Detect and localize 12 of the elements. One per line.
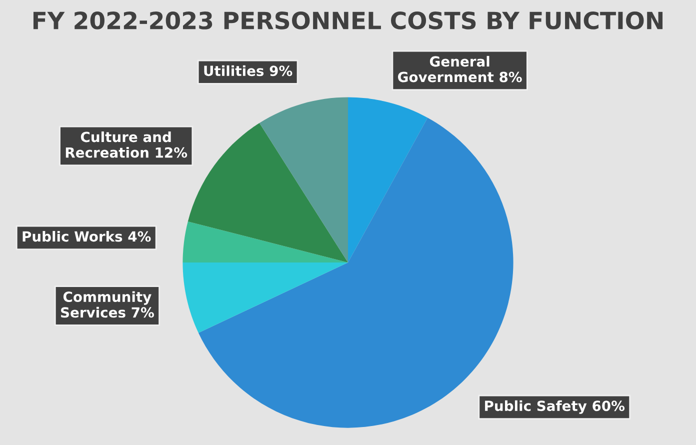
slice-label: Culture and Recreation 12% [66,131,188,158]
pie-slice [182,262,348,333]
pie-slice [188,122,348,263]
slice-label: General Government 8% [398,56,522,82]
slice-label: Public Works 4% [22,230,151,242]
pie-slice [182,221,348,263]
slice-label: Community Services 7% [61,291,154,318]
chart-title: FY 2022-2023 PERSONNEL COSTS BY FUNCTION [33,12,663,30]
pie-slice [348,97,428,263]
pie-slice [259,97,348,263]
slice-label: Utilities 9% [204,65,292,76]
slice-label: Public Safety 60% [485,400,625,414]
